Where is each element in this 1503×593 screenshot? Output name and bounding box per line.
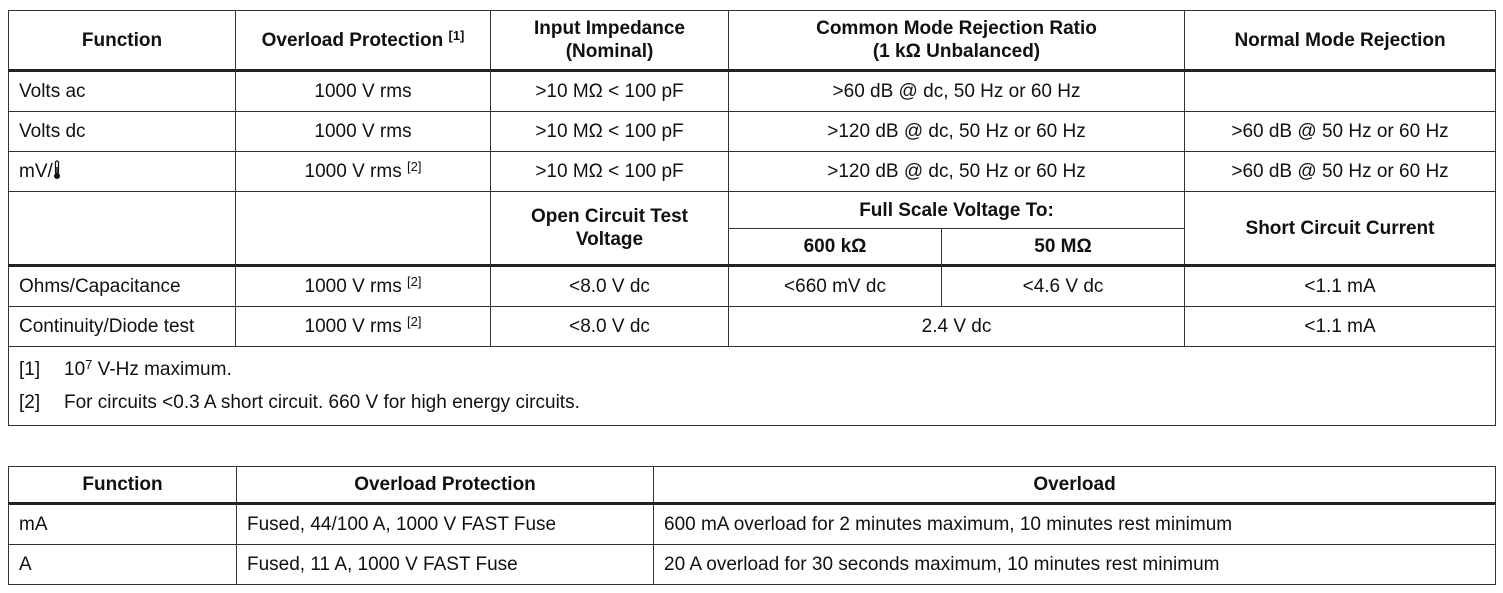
cell: 20 A overload for 30 seconds maximum, 10… <box>653 544 1496 585</box>
footnote-ref: [2] <box>406 314 422 329</box>
footnote-ref: [1] <box>448 27 465 43</box>
header-cell: Overload Protection [1] <box>235 10 491 72</box>
table-body: Function Overload Protection [1] Input I… <box>7 10 1497 426</box>
text: 10 <box>64 359 86 380</box>
text: Overload Protection <box>261 29 444 51</box>
empty-cell <box>235 191 491 266</box>
empty-cell <box>8 191 236 266</box>
text: V-Hz maximum. <box>92 359 232 380</box>
text: mV/ <box>19 161 53 182</box>
cell: >120 dB @ dc, 50 Hz or 60 Hz <box>727 151 1186 192</box>
row: Volts ac 1000 V rms >10 MΩ < 100 pF >60 dB… <box>8 70 1497 112</box>
header-cell: Open Circuit Test Voltage <box>490 191 729 266</box>
cell: <4.6 V dc <box>940 265 1186 307</box>
cell: [1] 107 V-Hz maximum. [2] For circuits <0.… <box>7 346 1497 426</box>
cell: mA <box>8 503 237 545</box>
header-row: Function Overload Protection Overload <box>8 466 1496 505</box>
text: Input Impedance <box>534 18 685 39</box>
element <box>56 167 58 175</box>
cell: 2.4 V dc <box>727 306 1186 347</box>
text: (1 kΩ Unbalanced) <box>872 41 1041 62</box>
cell: 1000 V rms [2] <box>235 306 491 347</box>
cell: <1.1 mA <box>1184 306 1497 347</box>
subheader-row: Open Circuit Test Voltage Full Scale Volt… <box>8 191 1497 266</box>
empty-cell <box>1184 70 1497 112</box>
cell: 1000 V rms <box>235 111 491 152</box>
header-cell: Overload <box>653 466 1496 505</box>
cell: >120 dB @ dc, 50 Hz or 60 Hz <box>727 111 1186 152</box>
text: 1000 V rms <box>304 276 402 297</box>
cell: Ohms/Capacitance <box>8 265 236 307</box>
header-cell: Short Circuit Current <box>1184 191 1497 266</box>
text: Open Circuit Test <box>531 206 688 227</box>
current-protection-table: Function Overload Protection Overload mA Fu… <box>8 466 1496 585</box>
notes-row: [1] 107 V-Hz maximum. [2] For circuits <0.… <box>7 346 1497 426</box>
text: (Nominal) <box>565 41 654 62</box>
cell: Fused, 44/100 A, 1000 V FAST Fuse <box>236 503 654 545</box>
cell: >60 dB @ 50 Hz or 60 Hz <box>1184 111 1497 152</box>
cell: A <box>8 544 237 585</box>
cell: 1000 V rms <box>235 70 491 112</box>
cell: >10 MΩ < 100 pF <box>490 111 729 152</box>
footnote: [2] For circuits <0.3 A short circuit. 66… <box>19 386 1485 419</box>
cell: 600 mA overload for 2 minutes maximum, 1… <box>653 503 1496 545</box>
cell: <8.0 V dc <box>490 306 729 347</box>
element <box>53 173 60 179</box>
thermometer-icon <box>53 160 60 179</box>
cell: >10 MΩ < 100 pF <box>490 151 729 192</box>
row: Continuity/Diode test 1000 V rms [2] <8.… <box>8 306 1497 347</box>
header-cell: 600 kΩ <box>728 228 942 266</box>
footnote: [1] 107 V-Hz maximum. <box>19 353 1485 386</box>
footnote-ref: [2] <box>406 274 422 289</box>
header-cell: Normal Mode Rejection <box>1184 10 1497 72</box>
cell: Volts dc <box>8 111 236 152</box>
footnote-ref: [2] <box>406 159 422 174</box>
cell: <660 mV dc <box>728 265 942 307</box>
text: [1] <box>19 359 41 380</box>
row: Volts dc 1000 V rms >10 MΩ < 100 pF >120 d… <box>8 111 1497 152</box>
cell: 1000 V rms [2] <box>235 151 491 192</box>
text: Voltage <box>575 229 644 250</box>
cell: Continuity/Diode test <box>8 306 236 347</box>
row: mA Fused, 44/100 A, 1000 V FAST Fuse 600 m… <box>8 503 1496 545</box>
text: [2] <box>19 392 41 413</box>
header-cell: Overload Protection <box>236 466 654 505</box>
row: A Fused, 11 A, 1000 V FAST Fuse 20 A overl… <box>8 544 1496 585</box>
cell: <1.1 mA <box>1184 265 1497 307</box>
cell: Volts ac <box>8 70 236 112</box>
subheader-row: 600 kΩ 50 MΩ <box>9 228 1496 266</box>
cell: <8.0 V dc <box>490 265 729 307</box>
header-row: Function Overload Protection [1] Input I… <box>8 10 1497 72</box>
cell: Fused, 11 A, 1000 V FAST Fuse <box>236 544 654 585</box>
text: Common Mode Rejection Ratio <box>816 18 1097 39</box>
cell: >60 dB @ 50 Hz or 60 Hz <box>1184 151 1497 192</box>
footnote-ref: 7 <box>85 357 93 372</box>
header-cell: Function <box>8 466 237 505</box>
row: mV/ 1000 V rms [2] >10 MΩ < 100 pF >120 d… <box>8 151 1497 192</box>
header-cell: 50 MΩ <box>940 228 1186 266</box>
header-cell: Function <box>8 10 236 72</box>
row: Ohms/Capacitance 1000 V rms [2] <8.0 V d… <box>8 265 1497 307</box>
header-cell: Full Scale Voltage To: <box>727 191 1186 229</box>
cell: >10 MΩ < 100 pF <box>490 70 729 112</box>
text: For circuits <0.3 A short circuit. 660 V… <box>64 392 580 413</box>
protection-table: Function Overload Protection [1] Input I… <box>7 10 1497 426</box>
table-body: Function Overload Protection Overload mA Fu… <box>8 466 1496 585</box>
text: 1000 V rms <box>304 316 402 337</box>
text: 1000 V rms <box>304 161 402 182</box>
cell: >60 dB @ dc, 50 Hz or 60 Hz <box>727 70 1186 112</box>
header-cell: Input Impedance (Nominal) <box>490 10 729 72</box>
cell: 1000 V rms [2] <box>235 265 491 307</box>
cell: mV/ <box>8 151 236 192</box>
header-cell: Common Mode Rejection Ratio (1 kΩ Unbalan… <box>727 10 1186 72</box>
